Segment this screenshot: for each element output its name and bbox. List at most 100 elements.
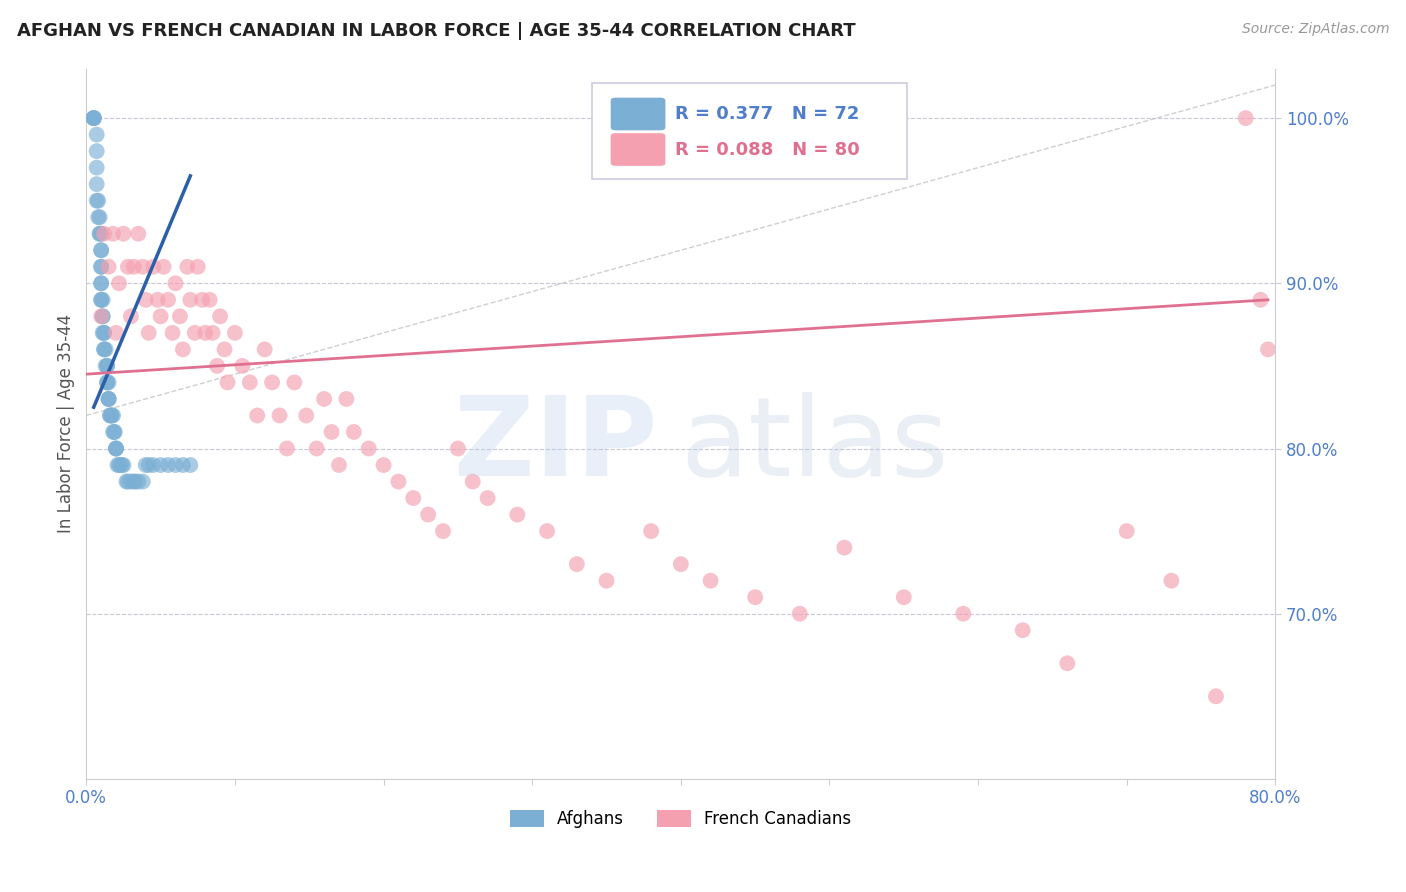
Point <box>107 458 129 472</box>
Point <box>1257 343 1279 357</box>
Point <box>224 326 246 340</box>
Point <box>97 392 120 406</box>
Point <box>132 475 155 489</box>
Point <box>97 392 120 406</box>
Point <box>789 607 811 621</box>
Point <box>91 310 114 324</box>
Point <box>283 376 305 390</box>
Point <box>135 293 157 307</box>
Point <box>96 376 118 390</box>
Point <box>97 376 120 390</box>
Point <box>176 260 198 274</box>
Point <box>295 409 318 423</box>
Point <box>135 458 157 472</box>
Point <box>162 326 184 340</box>
Point <box>669 557 692 571</box>
Point <box>187 260 209 274</box>
Point <box>357 442 380 456</box>
Y-axis label: In Labor Force | Age 35-44: In Labor Force | Age 35-44 <box>58 314 75 533</box>
FancyBboxPatch shape <box>610 133 665 166</box>
Text: ZIP: ZIP <box>454 392 657 499</box>
Point <box>90 244 112 258</box>
Point <box>89 227 111 241</box>
Point <box>87 194 110 208</box>
Point <box>86 177 108 191</box>
Point <box>595 574 617 588</box>
Point <box>179 293 201 307</box>
Point <box>343 425 366 439</box>
Point <box>640 524 662 538</box>
Point <box>90 227 112 241</box>
Point <box>246 409 269 423</box>
Point <box>90 260 112 274</box>
Legend: Afghans, French Canadians: Afghans, French Canadians <box>503 803 858 835</box>
Point <box>165 458 187 472</box>
Point <box>1205 690 1227 704</box>
Point <box>152 260 174 274</box>
Point <box>305 442 328 456</box>
Point <box>117 260 139 274</box>
Point <box>91 326 114 340</box>
Point <box>214 343 236 357</box>
Point <box>565 557 588 571</box>
Point <box>165 277 187 291</box>
FancyBboxPatch shape <box>610 97 665 130</box>
Point <box>477 491 499 505</box>
Point <box>262 376 284 390</box>
Point <box>461 475 484 489</box>
Point <box>105 326 128 340</box>
Point <box>194 326 217 340</box>
Point <box>86 128 108 142</box>
Point <box>105 442 128 456</box>
Point <box>117 475 139 489</box>
Point <box>110 458 132 472</box>
Point <box>91 310 114 324</box>
Point <box>157 293 180 307</box>
Point <box>93 227 115 241</box>
Point <box>1250 293 1272 307</box>
Point <box>536 524 558 538</box>
Point <box>105 442 128 456</box>
Text: R = 0.377   N = 72: R = 0.377 N = 72 <box>675 105 859 123</box>
Text: atlas: atlas <box>681 392 949 499</box>
Point <box>1160 574 1182 588</box>
Point <box>120 475 142 489</box>
Point <box>112 227 135 241</box>
Point <box>83 111 105 125</box>
Point <box>1234 111 1257 125</box>
Point <box>97 392 120 406</box>
Point <box>239 376 262 390</box>
Point <box>142 458 165 472</box>
Point <box>191 293 214 307</box>
Point <box>98 409 121 423</box>
Point <box>90 310 112 324</box>
Point <box>93 343 115 357</box>
Text: R = 0.088   N = 80: R = 0.088 N = 80 <box>675 141 859 159</box>
Point <box>269 409 291 423</box>
Point <box>97 260 120 274</box>
Point <box>124 475 146 489</box>
Point <box>132 260 155 274</box>
Point <box>122 260 145 274</box>
Point <box>86 194 108 208</box>
Point <box>108 458 131 472</box>
Point <box>100 409 122 423</box>
Point <box>418 508 440 522</box>
Point <box>335 392 357 406</box>
Point <box>276 442 298 456</box>
Point <box>83 111 105 125</box>
Point <box>90 277 112 291</box>
Point <box>1115 524 1137 538</box>
Text: Source: ZipAtlas.com: Source: ZipAtlas.com <box>1241 22 1389 37</box>
Point <box>90 293 112 307</box>
Point <box>146 293 169 307</box>
Point <box>447 442 470 456</box>
FancyBboxPatch shape <box>592 83 907 178</box>
Point <box>201 326 224 340</box>
Point <box>90 293 112 307</box>
Point <box>253 343 276 357</box>
Point <box>94 359 117 373</box>
Point <box>89 227 111 241</box>
Point <box>205 359 228 373</box>
Point <box>122 475 145 489</box>
